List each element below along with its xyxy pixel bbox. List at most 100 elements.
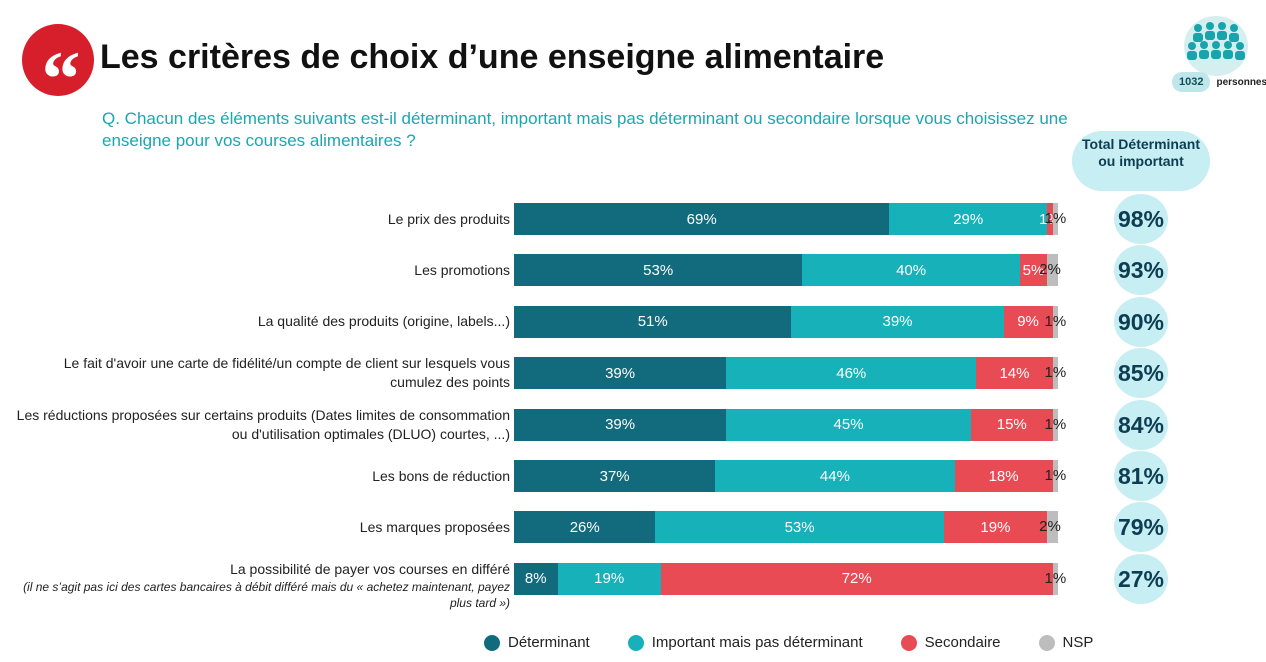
data-label: 8% (524, 570, 547, 588)
data-label: 39% (605, 364, 636, 382)
data-label-nsp: 1% (1044, 210, 1067, 227)
data-label: 39% (882, 313, 913, 331)
total-value: 81% (1114, 451, 1168, 501)
data-label: 51% (637, 313, 668, 331)
legend-label: Important mais pas déterminant (651, 634, 863, 651)
data-label-nsp: 2% (1039, 261, 1061, 279)
bar-segment-secondaire: 19% (943, 511, 1048, 544)
bar-segment-secondaire: 18% (954, 460, 1053, 492)
total-value: 27% (1114, 553, 1168, 604)
data-label-nsp: 2% (1039, 518, 1061, 536)
survey-question: Q. Chacun des éléments suivants est-il d… (102, 109, 1068, 150)
bar-segment-nsp (1052, 408, 1058, 441)
legend-label: Secondaire (924, 634, 1001, 651)
category-label: Le prix des produits (10, 210, 510, 229)
sample-label: personnes (1216, 76, 1266, 88)
bar-segment-nsp (1047, 254, 1058, 287)
bar-segment-important: 40% (802, 254, 1020, 287)
stacked-bar: 53% 40% 5% (514, 254, 1058, 287)
data-label: 53% (643, 261, 674, 279)
category-label: Les réductions proposées sur certains pr… (10, 406, 510, 444)
bar-segment-important: 46% (726, 357, 977, 390)
category-label-text: Les marques proposées (359, 518, 510, 535)
bar-segment-nsp (1052, 460, 1058, 492)
data-label: 19% (980, 518, 1011, 536)
bar-segment-important: 44% (715, 460, 955, 492)
bar-segment-nsp (1052, 305, 1058, 338)
legend-swatch (1038, 634, 1055, 651)
category-label: Les marques proposées (10, 518, 510, 537)
total-value: 79% (1114, 502, 1168, 553)
legend-label: NSP (1062, 634, 1094, 651)
data-label: 53% (784, 518, 815, 536)
category-label: Le fait d'avoir une carte de fidélité/un… (10, 354, 510, 392)
data-label-nsp: 1% (1044, 415, 1067, 433)
category-label-text: Les réductions proposées sur certains pr… (16, 406, 510, 442)
legend-item-determinant: Déterminant (484, 634, 590, 651)
data-label: 5% (1022, 261, 1045, 279)
bar-segment-nsp (1052, 203, 1058, 235)
people-icon (1184, 16, 1248, 76)
category-label-text: Le fait d'avoir une carte de fidélité/un… (63, 355, 510, 391)
category-label: Les promotions (10, 261, 510, 280)
page-title: Les critères de choix d’une enseigne ali… (100, 38, 885, 76)
total-value: 98% (1114, 194, 1168, 244)
stacked-bar: 51% 39% 9% (514, 305, 1058, 338)
category-label-text: Le prix des produits (387, 210, 510, 227)
category-label-text: La qualité des produits (origine, labels… (257, 313, 510, 330)
legend-item-secondaire: Secondaire (900, 634, 1001, 651)
category-label-note: (il ne s’agit pas ici des cartes bancair… (23, 579, 510, 610)
bar-segment-nsp (1047, 511, 1058, 544)
bar-segment-secondaire: 72% (660, 562, 1053, 595)
legend: Déterminant Important mais pas détermina… (484, 634, 1131, 651)
data-label: 19% (594, 570, 625, 588)
data-label-nsp: 1% (1044, 467, 1067, 484)
quote-icon: “ (22, 24, 94, 122)
bar-segment-important: 45% (726, 408, 971, 441)
data-label: 9% (1017, 313, 1039, 331)
data-label-nsp: 1% (1044, 569, 1067, 587)
sample-count: 1032 (1172, 72, 1211, 92)
data-label: 18% (988, 467, 1019, 485)
data-label: 45% (833, 416, 864, 434)
bar-segment-determinant: 51% (514, 305, 792, 338)
data-label: 29% (953, 210, 984, 228)
stacked-bar: 37% 44% 18% (514, 460, 1058, 492)
bar-segment-determinant: 39% (514, 357, 727, 390)
bar-segment-important: 53% (655, 511, 944, 544)
stacked-bar: 69% 29% 1% (514, 203, 1061, 235)
bar-segment-important: 39% (791, 305, 1004, 338)
bar-segment-determinant: 37% (514, 460, 716, 492)
total-value: 85% (1114, 348, 1168, 399)
legend-swatch (484, 634, 500, 651)
bar-segment-important: 29% (889, 203, 1048, 235)
data-label: 72% (841, 570, 872, 588)
bar-segment-secondaire: 14% (976, 357, 1053, 390)
bar-segment-determinant: 26% (514, 511, 656, 544)
sample-size: 1032 personnes (1172, 72, 1266, 92)
stacked-bar: 39% 45% 15% (514, 408, 1058, 441)
data-label-nsp: 1% (1044, 312, 1067, 330)
total-value: 84% (1114, 399, 1168, 450)
bar-segment-secondaire: 5% (1019, 254, 1048, 287)
total-value: 93% (1114, 245, 1168, 296)
category-label-text: Les bons de réduction (372, 467, 510, 484)
bar-segment-nsp (1052, 562, 1058, 595)
category-label-text: La possibilité de payer vos courses en d… (230, 560, 510, 577)
legend-item-nsp: NSP (1038, 634, 1094, 651)
legend-swatch (627, 634, 644, 651)
category-label-text: Les promotions (414, 261, 510, 278)
bar-segment-determinant: 39% (514, 408, 727, 441)
legend-item-important: Important mais pas déterminant (627, 634, 863, 651)
category-label: Les bons de réduction (10, 467, 510, 486)
stacked-bar: 39% 46% 14% (514, 357, 1058, 390)
data-label: 15% (996, 416, 1027, 434)
total-value: 90% (1114, 296, 1168, 347)
stacked-bar: 26% 53% 19% (514, 511, 1058, 544)
data-label: 40% (896, 261, 927, 279)
bar-segment-secondaire: 15% (970, 408, 1053, 441)
category-label: La possibilité de payer vos courses en d… (10, 560, 510, 611)
bar-segment-determinant: 53% (514, 254, 803, 287)
data-label: 44% (819, 467, 850, 485)
data-label: 46% (836, 364, 867, 382)
